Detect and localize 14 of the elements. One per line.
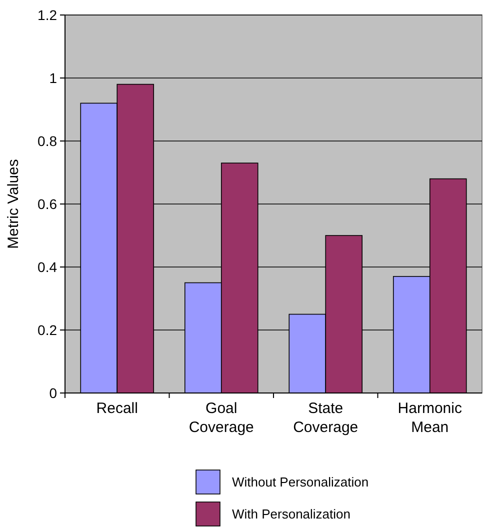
y-tick-label: 0.4 — [38, 258, 58, 275]
y-axis-title: Metric Values — [5, 159, 22, 249]
y-tick-label: 1 — [49, 70, 58, 86]
y-tick-label: 0 — [49, 384, 58, 401]
legend-label: Without Personalization — [232, 474, 369, 490]
x-tick-label: Harmonic Mean — [398, 400, 462, 436]
y-tick-label: 0.6 — [38, 196, 58, 212]
x-tick-label: Recall — [96, 400, 138, 417]
y-tick-label: 0.8 — [38, 132, 58, 149]
x-tick-label: State Coverage — [293, 400, 358, 436]
y-tick-label: 0.2 — [38, 322, 58, 338]
x-tick-label: Goal Coverage — [188, 400, 254, 436]
legend-label: With Personalization — [232, 506, 350, 522]
y-tick-label: 1.2 — [38, 6, 58, 23]
